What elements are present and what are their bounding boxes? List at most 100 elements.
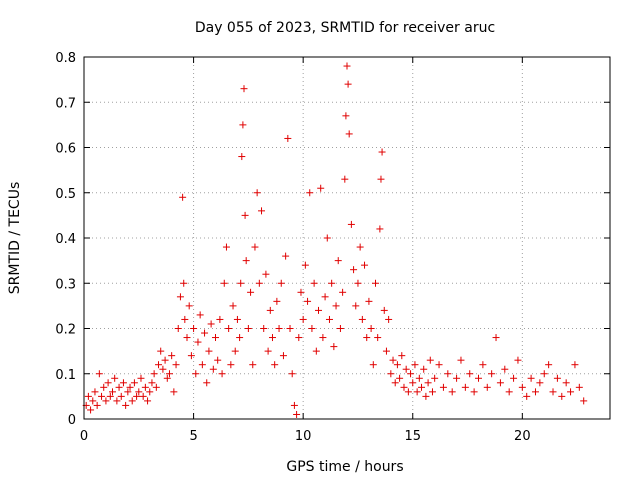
data-point	[536, 379, 544, 387]
y-tick-label: 0	[68, 413, 76, 428]
y-tick-label: 0.8	[55, 51, 76, 66]
data-point	[323, 234, 331, 242]
data-point	[220, 279, 228, 287]
data-point	[344, 80, 352, 88]
data-point	[286, 325, 294, 332]
data-point	[377, 175, 385, 183]
data-point	[475, 374, 482, 382]
data-point	[266, 306, 274, 314]
data-point	[98, 392, 106, 400]
data-point	[229, 302, 237, 310]
data-points	[82, 62, 588, 418]
data-point	[104, 379, 112, 387]
data-point	[317, 184, 325, 192]
data-point	[124, 388, 132, 396]
data-point	[201, 329, 209, 337]
data-point	[328, 279, 336, 287]
data-point	[505, 388, 513, 396]
data-point	[334, 257, 342, 265]
data-point	[558, 392, 566, 400]
data-point	[249, 361, 257, 369]
data-point	[361, 261, 369, 269]
data-point	[93, 401, 101, 409]
data-point	[567, 388, 575, 396]
data-point	[492, 334, 500, 342]
data-point	[352, 302, 360, 310]
data-point	[180, 279, 188, 287]
data-point	[342, 112, 350, 120]
data-point	[95, 370, 103, 378]
data-point	[398, 352, 406, 360]
data-point	[282, 252, 290, 260]
data-point	[113, 397, 121, 405]
data-point	[549, 388, 557, 396]
x-tick-label: 10	[295, 429, 312, 444]
data-point	[301, 261, 309, 269]
data-point	[571, 361, 579, 369]
data-point	[562, 379, 570, 387]
data-point	[84, 392, 92, 400]
data-point	[411, 361, 419, 369]
data-point	[540, 370, 548, 378]
data-point	[288, 370, 296, 378]
data-point	[319, 334, 327, 342]
data-point	[190, 325, 198, 332]
data-point	[501, 365, 509, 373]
data-point	[106, 392, 114, 400]
data-point	[102, 397, 110, 405]
data-point	[100, 383, 108, 391]
data-point	[312, 347, 320, 355]
y-tick-label: 0.4	[55, 232, 76, 247]
data-point	[413, 388, 421, 396]
data-point	[268, 334, 276, 342]
data-point	[238, 153, 246, 161]
data-point	[253, 189, 261, 197]
data-point	[371, 279, 379, 287]
data-point	[575, 383, 583, 391]
y-tick-label: 0.2	[55, 323, 76, 338]
data-point	[299, 315, 307, 323]
data-point	[325, 315, 333, 323]
data-point	[194, 338, 202, 346]
data-point	[264, 347, 272, 355]
data-point	[225, 325, 233, 332]
data-point	[144, 397, 152, 405]
data-point	[396, 374, 404, 382]
data-point	[308, 325, 316, 332]
data-point	[135, 388, 143, 396]
data-point	[181, 315, 189, 323]
data-point	[439, 383, 447, 391]
data-point	[152, 383, 160, 391]
data-point	[192, 370, 200, 378]
data-point	[382, 347, 390, 355]
axis-ticks: 0 0.1 0.2 0.3 0.4 0.5 0.6 0.7 0.8 0 5 10 15 20	[55, 51, 610, 444]
data-point	[133, 392, 141, 400]
data-point	[365, 297, 373, 305]
data-point	[271, 361, 279, 369]
data-point	[128, 397, 136, 405]
data-point	[402, 365, 410, 373]
grid-layer	[84, 57, 610, 419]
data-point	[205, 347, 213, 355]
data-point	[150, 370, 158, 378]
data-point	[91, 388, 99, 396]
data-point	[488, 370, 496, 378]
data-point	[356, 243, 364, 251]
data-point	[510, 374, 518, 382]
data-point	[393, 361, 401, 369]
data-point	[165, 370, 173, 378]
data-point	[527, 374, 535, 382]
data-point	[277, 279, 285, 287]
data-point	[258, 207, 266, 215]
data-point	[369, 361, 377, 369]
data-point	[523, 392, 531, 400]
data-point	[279, 352, 287, 360]
data-point	[216, 315, 224, 323]
data-point	[304, 297, 312, 305]
data-point	[389, 356, 397, 364]
data-point	[518, 383, 526, 391]
data-point	[260, 325, 268, 332]
data-point	[237, 279, 245, 287]
data-point	[239, 121, 247, 129]
data-point	[479, 361, 487, 369]
